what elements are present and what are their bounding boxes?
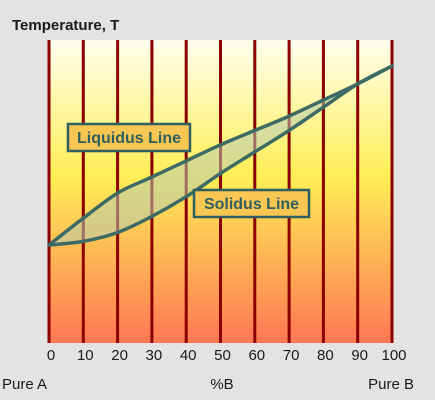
two-phase-region bbox=[49, 66, 392, 245]
x-tick-label: 70 bbox=[283, 347, 300, 364]
diagram-title: Temperature, T bbox=[12, 17, 119, 34]
liquidus-curve bbox=[47, 64, 394, 247]
x-axis-label: %B bbox=[210, 376, 233, 393]
x-tick-label: 60 bbox=[248, 347, 265, 364]
x-tick-label: 50 bbox=[214, 347, 231, 364]
solidus-curve bbox=[47, 64, 394, 247]
pure-b-label: Pure B bbox=[368, 376, 414, 393]
x-tick-label: 10 bbox=[77, 347, 94, 364]
x-tick-label: 40 bbox=[180, 347, 197, 364]
x-tick-label: 100 bbox=[381, 347, 406, 364]
liquidus-label: Liquidus Line bbox=[66, 122, 192, 153]
solidus-label: Solidus Line bbox=[192, 188, 311, 219]
x-tick-label: 80 bbox=[317, 347, 334, 364]
solidus-label-text: Solidus Line bbox=[204, 196, 299, 213]
x-tick-label: 0 bbox=[47, 347, 55, 364]
liquidus-label-text: Liquidus Line bbox=[77, 130, 181, 147]
solidus-label-box bbox=[192, 188, 311, 219]
liquidus-label-box bbox=[66, 122, 192, 153]
x-tick-label: 20 bbox=[111, 347, 128, 364]
x-tick-label: 90 bbox=[351, 347, 368, 364]
pure-a-label: Pure A bbox=[2, 376, 47, 393]
x-axis-ticks: 0 10 20 30 40 50 60 70 80 90 100 bbox=[47, 347, 407, 364]
x-tick-label: 30 bbox=[146, 347, 163, 364]
